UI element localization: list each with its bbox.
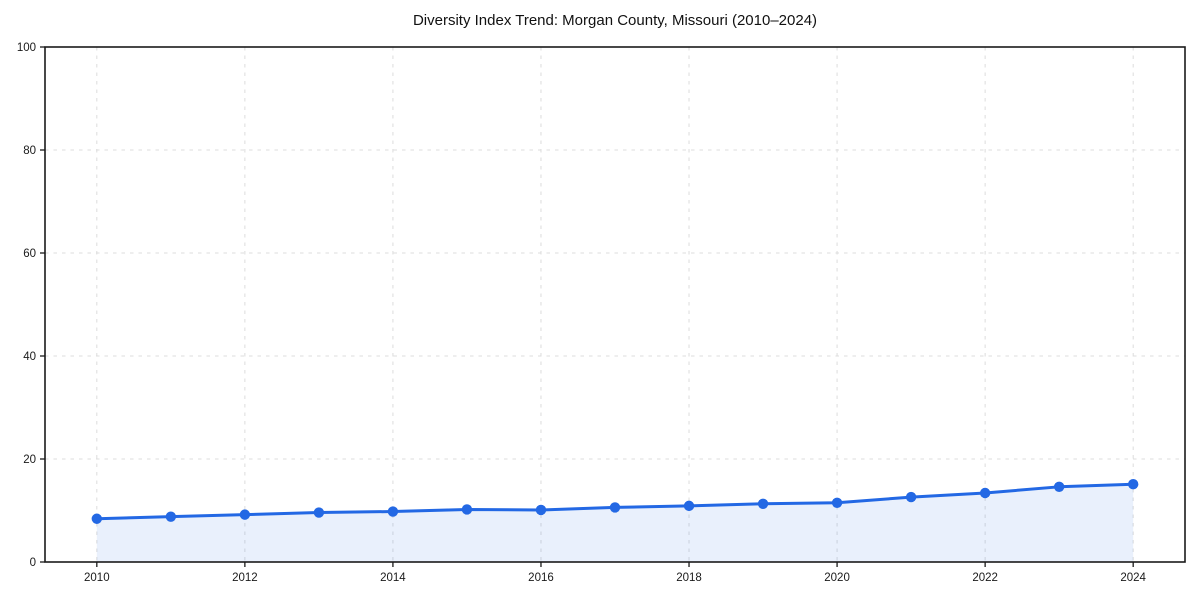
y-tick-label: 60 <box>23 248 36 260</box>
data-point <box>757 498 769 510</box>
plot-box <box>44 46 1186 563</box>
x-tick-label: 2018 <box>676 572 702 584</box>
chart-title: Diversity Index Trend: Morgan County, Mi… <box>412 12 818 29</box>
data-point <box>239 509 251 520</box>
data-point <box>165 511 177 522</box>
y-tick-label: 100 <box>17 42 36 54</box>
x-tick-label: 2014 <box>380 572 406 584</box>
y-tick-label: 80 <box>23 145 36 157</box>
x-tick-label: 2012 <box>232 572 258 584</box>
x-tick-label: 2024 <box>1120 572 1146 584</box>
x-tick-label: 2022 <box>972 572 998 584</box>
data-point <box>461 504 473 515</box>
data-point <box>387 506 399 517</box>
data-point <box>535 504 547 516</box>
data-point <box>313 507 325 518</box>
data-point <box>609 502 621 513</box>
y-tick-label: 0 <box>30 557 36 569</box>
data-point <box>1053 481 1065 493</box>
data-point <box>683 500 695 512</box>
data-point <box>831 497 843 508</box>
x-tick-label: 2010 <box>84 572 110 584</box>
y-tick-label: 20 <box>23 454 36 466</box>
data-point <box>979 487 991 499</box>
x-tick-label: 2020 <box>824 572 850 584</box>
data-point <box>91 513 103 524</box>
data-point <box>905 491 917 503</box>
area-fill <box>96 484 1134 562</box>
y-tick-label: 40 <box>23 351 36 363</box>
data-point <box>1127 479 1139 490</box>
x-tick-label: 2016 <box>528 572 554 584</box>
